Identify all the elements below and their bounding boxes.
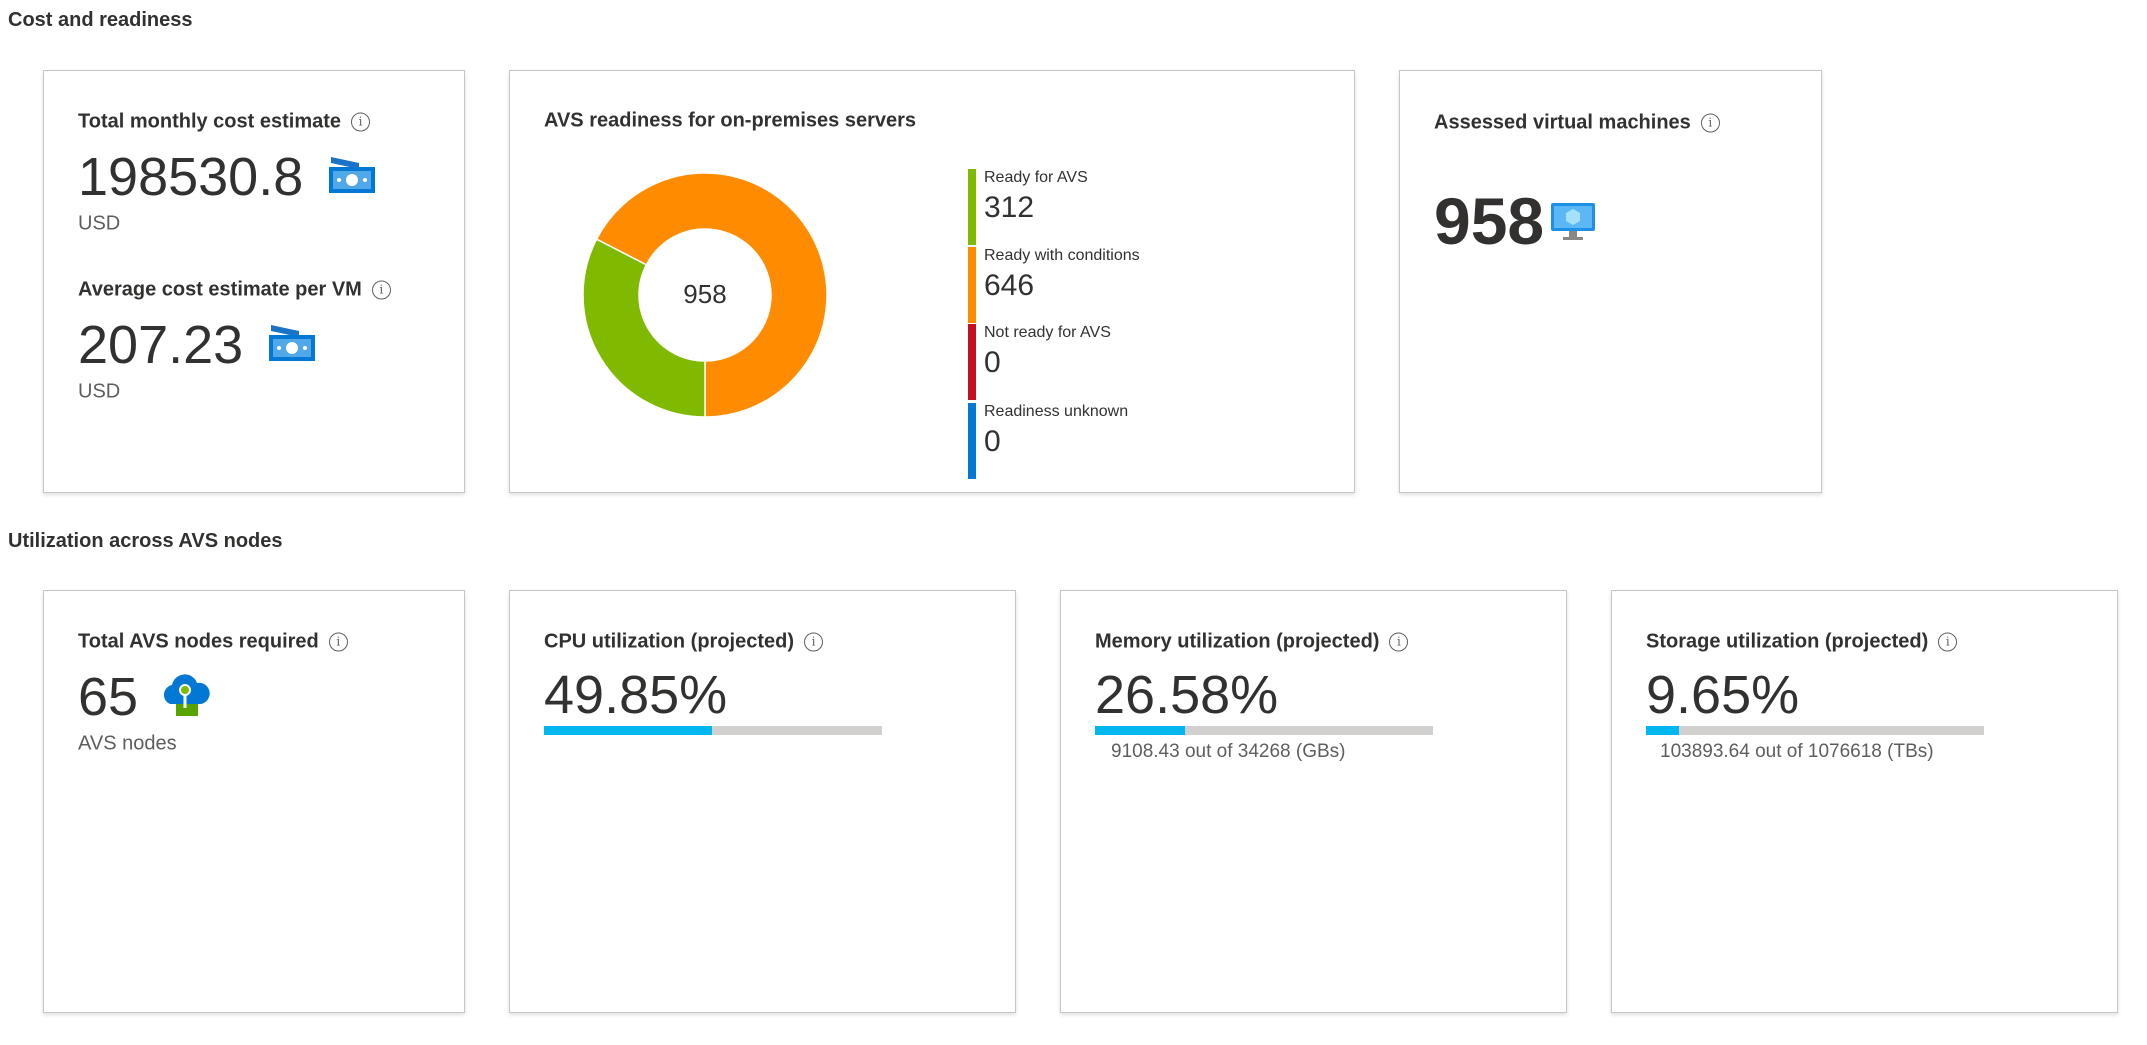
nodes-title: Total AVS nodes required i <box>78 631 348 654</box>
storage-utilization-card: Storage utilization (projected) i 9.65% 1… <box>1611 590 2118 1013</box>
legend-item[interactable]: Ready with conditions 646 <box>968 247 1140 323</box>
avs-nodes-card: Total AVS nodes required i 65 AVS nodes <box>43 590 465 1013</box>
memory-progress-fill <box>1095 726 1185 735</box>
legend-swatch <box>968 169 976 245</box>
cpu-progress-bar <box>544 726 882 735</box>
legend-label: Readiness unknown <box>984 403 1129 420</box>
cpu-utilization-card: CPU utilization (projected) i 49.85% <box>509 590 1016 1013</box>
nodes-unit: AVS nodes <box>78 732 177 755</box>
storage-value: 9.65% <box>1646 665 1800 725</box>
storage-title: Storage utilization (projected) i <box>1646 630 1958 654</box>
legend-value: 312 <box>984 191 1035 224</box>
nodes-value-row: 65 <box>78 666 212 728</box>
storage-progress-bar <box>1646 726 1984 735</box>
legend-swatch <box>968 247 976 323</box>
avs-cloud-icon <box>164 674 210 716</box>
assessed-value: 958 <box>1434 184 1545 258</box>
info-icon[interactable]: i <box>371 280 391 300</box>
memory-label: Memory utilization (projected) <box>1095 630 1380 653</box>
legend-value: 0 <box>984 425 1001 458</box>
legend-item[interactable]: Not ready for AVS 0 <box>968 324 1111 400</box>
avg-cost-label: Average cost estimate per VM <box>78 278 362 301</box>
total-cost-title: Total monthly cost estimate i <box>78 110 371 134</box>
assessed-label: Assessed virtual machines <box>1434 111 1691 134</box>
assessed-value-row: 958 <box>1434 183 1596 259</box>
avg-cost-unit: USD <box>78 380 121 403</box>
info-icon[interactable]: i <box>1700 113 1720 133</box>
cost-card: Total monthly cost estimate i 198530.8 US… <box>43 70 465 493</box>
donut-total: 958 <box>683 279 726 309</box>
virtual-machine-icon <box>1551 203 1596 240</box>
memory-utilization-card: Memory utilization (projected) i 26.58% 9… <box>1060 590 1567 1013</box>
section-title-utilization: Utilization across AVS nodes <box>8 530 283 552</box>
avg-cost-value: 207.23 <box>78 315 244 375</box>
legend-value: 0 <box>984 346 1001 379</box>
legend-swatch <box>968 403 976 479</box>
legend-item[interactable]: Readiness unknown 0 <box>968 403 1128 479</box>
legend-item[interactable]: Ready for AVS 312 <box>968 169 1088 245</box>
readiness-card: AVS readiness for on-premises servers 95… <box>509 70 1355 493</box>
legend-swatch <box>968 324 976 400</box>
storage-progress-fill <box>1646 726 1679 735</box>
cpu-value: 49.85% <box>544 665 728 725</box>
nodes-label: Total AVS nodes required <box>78 630 319 653</box>
donut-segment[interactable] <box>595 172 828 418</box>
memory-detail: 9108.43 out of 34268 (GBs) <box>1111 741 1346 762</box>
assessed-title: Assessed virtual machines i <box>1434 112 1720 135</box>
storage-label: Storage utilization (projected) <box>1646 630 1929 653</box>
readiness-donut-chart: 958 <box>582 172 828 418</box>
cpu-progress-fill <box>544 726 713 735</box>
memory-value: 26.58% <box>1095 665 1279 725</box>
section-title-cost: Cost and readiness <box>8 9 193 31</box>
nodes-value: 65 <box>78 667 139 727</box>
info-icon[interactable]: i <box>1938 632 1958 652</box>
cpu-label: CPU utilization (projected) <box>544 630 794 653</box>
money-bill-icon <box>269 325 316 361</box>
avg-cost-value-row: 207.23 <box>78 314 317 376</box>
info-icon[interactable]: i <box>351 112 371 132</box>
legend-label: Ready with conditions <box>984 247 1140 264</box>
money-bill-icon <box>329 157 376 193</box>
info-icon[interactable]: i <box>328 632 348 652</box>
donut-segment[interactable] <box>582 238 706 418</box>
info-icon[interactable]: i <box>804 632 823 652</box>
storage-detail: 103893.64 out of 1076618 (TBs) <box>1660 741 1934 762</box>
total-cost-unit: USD <box>78 212 121 235</box>
memory-title: Memory utilization (projected) i <box>1095 630 1409 654</box>
legend-value: 646 <box>984 269 1035 302</box>
total-cost-value: 198530.8 <box>78 147 304 207</box>
legend-label: Not ready for AVS <box>984 324 1111 341</box>
total-cost-value-row: 198530.8 <box>78 146 377 208</box>
legend-label: Ready for AVS <box>984 169 1088 186</box>
assessed-vms-card: Assessed virtual machines i 958 <box>1399 70 1822 493</box>
info-icon[interactable]: i <box>1389 632 1409 652</box>
readiness-title: AVS readiness for on-premises servers <box>544 109 917 132</box>
total-cost-label: Total monthly cost estimate <box>78 110 342 133</box>
avg-cost-title: Average cost estimate per VM i <box>78 279 391 302</box>
memory-progress-bar <box>1095 726 1433 735</box>
cpu-title: CPU utilization (projected) i <box>544 631 823 654</box>
